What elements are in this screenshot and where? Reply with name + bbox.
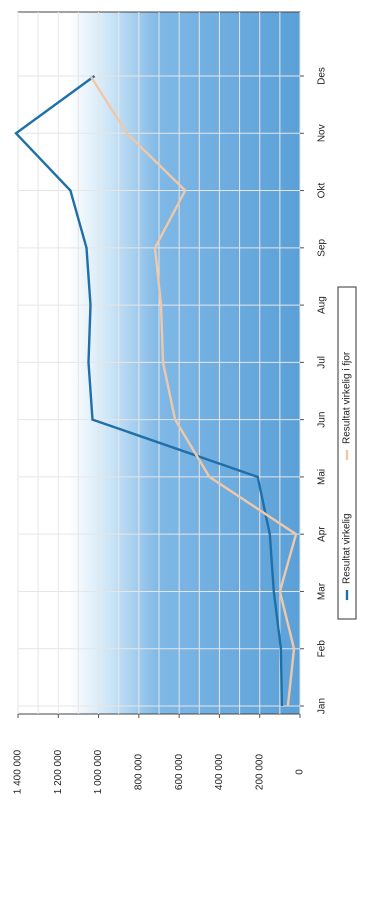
- x-tick-label: Mar: [317, 582, 328, 600]
- y-tick-label: 800 000: [133, 753, 144, 790]
- x-tick-label: Okt: [317, 183, 328, 199]
- y-tick-label: 0: [295, 769, 306, 775]
- x-tick-label: Jun: [317, 412, 328, 428]
- x-tick-label: Des: [317, 67, 328, 85]
- x-axis-ticks: Jan Feb Mar Apr Mai Jun Jul Aug Sep Okt Nov Des: [300, 67, 328, 714]
- x-tick-label: Feb: [317, 640, 328, 658]
- y-tick-label: 1 400 000: [13, 749, 24, 794]
- y-axis-ticks: 0 200 000 400 000 600 000 800 000 1 000 000 1 …: [13, 714, 306, 794]
- x-tick-label: Jul: [317, 356, 328, 369]
- x-tick-label: Apr: [317, 526, 328, 542]
- x-tick-label: Aug: [317, 296, 328, 314]
- series-line-2: [89, 75, 298, 707]
- x-tick-label: Sep: [317, 238, 328, 256]
- y-tick-label: 200 000: [254, 753, 265, 790]
- x-tick-label: Nov: [317, 124, 328, 142]
- series-layer: [14, 75, 298, 707]
- grid: [17, 12, 301, 714]
- x-tick-label: Mai: [317, 469, 328, 485]
- legend-label-1: Resultat virkelig: [342, 513, 353, 584]
- y-tick-label: 1 200 000: [53, 749, 64, 794]
- x-tick-label: Jan: [317, 698, 328, 714]
- series-line-1: [14, 75, 284, 707]
- y-tick-label: 400 000: [214, 753, 225, 790]
- y-tick-label: 600 000: [174, 753, 185, 790]
- legend-label-2: Resultat virkelig i fjor: [342, 351, 353, 444]
- y-tick-label: 1 000 000: [93, 749, 104, 794]
- legend: Resultat virkelig Resultat virkelig i fjo…: [337, 286, 357, 620]
